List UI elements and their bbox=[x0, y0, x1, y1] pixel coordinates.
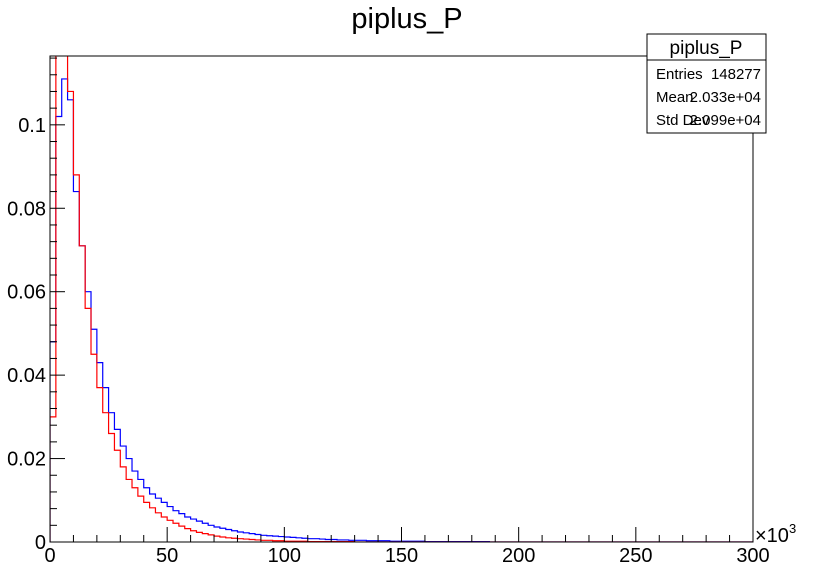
stats-box-frame bbox=[646, 33, 767, 134]
x-tick-label: 100 bbox=[268, 545, 301, 567]
x-axis-exponent: ×103 bbox=[755, 521, 796, 547]
stats-box: piplus_P Entries 148277 Mean 2.033e+04 S… bbox=[646, 33, 767, 134]
stats-mean-label: Mean bbox=[656, 89, 694, 106]
y-tick-label: 0.02 bbox=[7, 449, 46, 471]
y-tick-label: 0.1 bbox=[18, 115, 46, 137]
stats-entries-value: 148277 bbox=[711, 66, 761, 83]
histogram-series-0 bbox=[50, 78, 753, 542]
chart-title: piplus_P bbox=[351, 3, 462, 35]
x-exponent-base: ×10 bbox=[755, 525, 789, 547]
stats-mean-value: 2.033e+04 bbox=[690, 89, 761, 106]
histogram-series-layer bbox=[50, 56, 753, 542]
y-tick-label: 0 bbox=[35, 532, 46, 554]
x-tick-label: 300 bbox=[736, 545, 769, 567]
histogram-series-1 bbox=[50, 56, 753, 542]
stats-stddev-label: Std Dev bbox=[656, 112, 710, 129]
stats-entries-label: Entries bbox=[656, 66, 703, 83]
x-tick-label: 0 bbox=[44, 545, 55, 567]
y-tick-label: 0.08 bbox=[7, 198, 46, 220]
axis-layer: 0 50 100 150 200 250 300 0 0.02 0.04 0.06 0.08 0.1 bbox=[7, 57, 770, 567]
x-tick-label: 50 bbox=[156, 545, 178, 567]
stats-stddev-value: 2.099e+04 bbox=[690, 112, 761, 129]
x-tick-label: 250 bbox=[619, 545, 652, 567]
y-tick-label: 0.06 bbox=[7, 282, 46, 304]
x-tick-label: 200 bbox=[502, 545, 535, 567]
x-tick-label: 150 bbox=[385, 545, 418, 567]
stats-box-title: piplus_P bbox=[670, 38, 743, 59]
x-exponent-power: 3 bbox=[789, 521, 796, 536]
y-tick-label: 0.04 bbox=[7, 365, 46, 387]
